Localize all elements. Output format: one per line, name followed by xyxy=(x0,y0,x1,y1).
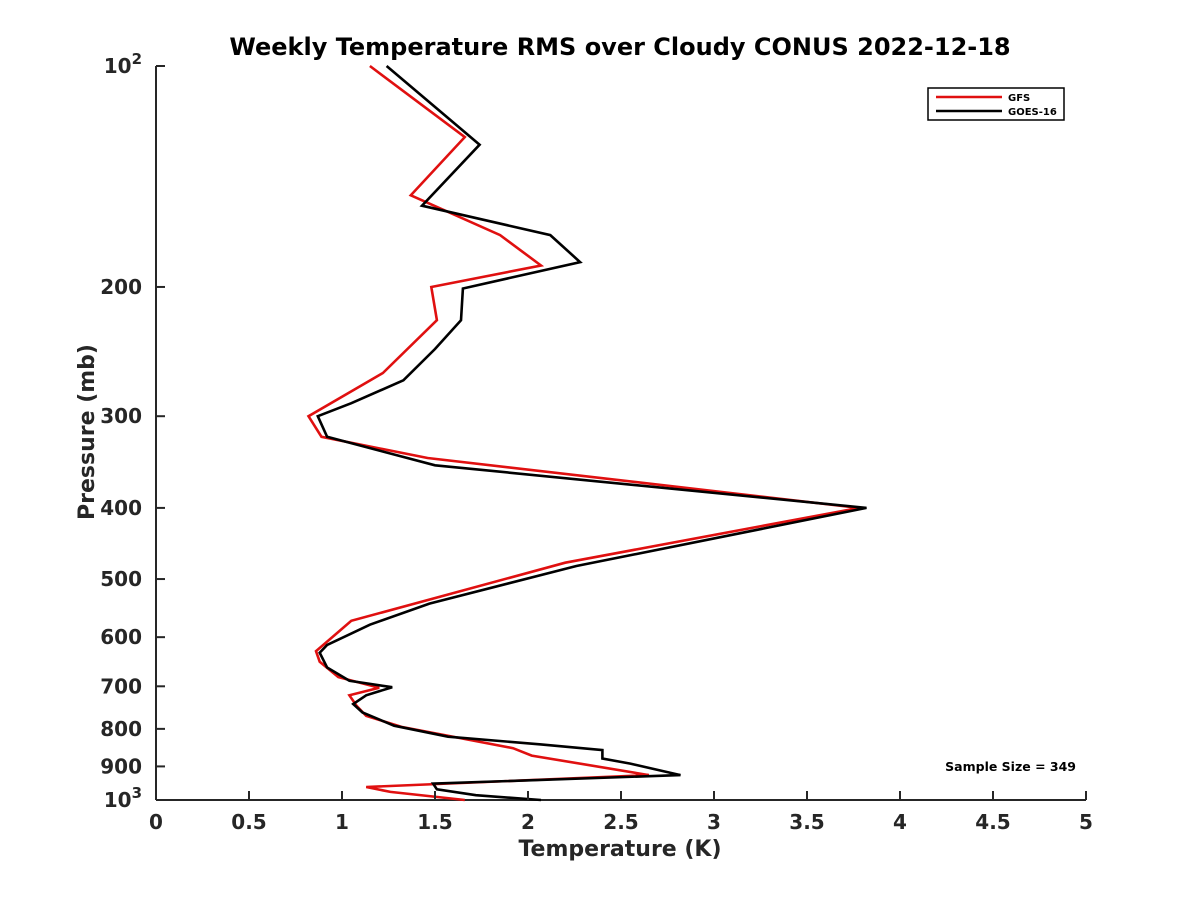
x-axis: 0 0.5 1 1.5 2 2.5 3 3.5 4 4.5 5 xyxy=(149,791,1093,834)
series-layer xyxy=(306,64,867,802)
x-tick-label-3: 3 xyxy=(707,810,721,834)
x-tick-label-4-5: 4.5 xyxy=(975,810,1010,834)
legend-box xyxy=(927,87,1065,121)
legend-label-goes-16: GOES-16 xyxy=(1008,107,1057,118)
x-tick-label-1-5: 1.5 xyxy=(417,810,452,834)
y-tick-label-400: 400 xyxy=(100,496,142,520)
y-axis: 102 200 300 400 500 600 700 800 900 103 xyxy=(100,50,165,812)
y-tick-label-900: 900 xyxy=(100,754,142,778)
series-line-goes-16 xyxy=(316,65,867,802)
y-tick-label-500: 500 xyxy=(100,567,142,591)
y-tick-label-10e2: 102 xyxy=(104,50,142,78)
y-tick-label-700: 700 xyxy=(100,674,142,698)
legend: GFS GOES-16 xyxy=(927,87,1065,121)
y-axis-label: Pressure (mb) xyxy=(75,344,100,520)
x-tick-label-2-5: 2.5 xyxy=(603,810,638,834)
y-tick-label-800: 800 xyxy=(100,717,142,741)
plot-area xyxy=(155,66,1086,801)
x-tick-label-2: 2 xyxy=(521,810,535,834)
chart-title: Weekly Temperature RMS over Cloudy CONUS… xyxy=(229,33,1010,61)
y-tick-label-200: 200 xyxy=(100,275,142,299)
y-tick-label-10e3: 103 xyxy=(104,784,142,812)
y-tick-label-600: 600 xyxy=(100,625,142,649)
series-line-gfs xyxy=(306,64,860,802)
x-tick-label-0-5: 0.5 xyxy=(231,810,266,834)
legend-label-gfs: GFS xyxy=(1008,93,1030,104)
x-tick-label-3-5: 3.5 xyxy=(789,810,824,834)
sample-size-annotation: Sample Size = 349 xyxy=(945,759,1076,774)
x-tick-label-4: 4 xyxy=(893,810,907,834)
x-axis-label: Temperature (K) xyxy=(518,837,721,862)
x-tick-label-0: 0 xyxy=(149,810,163,834)
x-tick-label-5: 5 xyxy=(1079,810,1093,834)
x-tick-label-1: 1 xyxy=(335,810,349,834)
y-tick-label-300: 300 xyxy=(100,404,142,428)
